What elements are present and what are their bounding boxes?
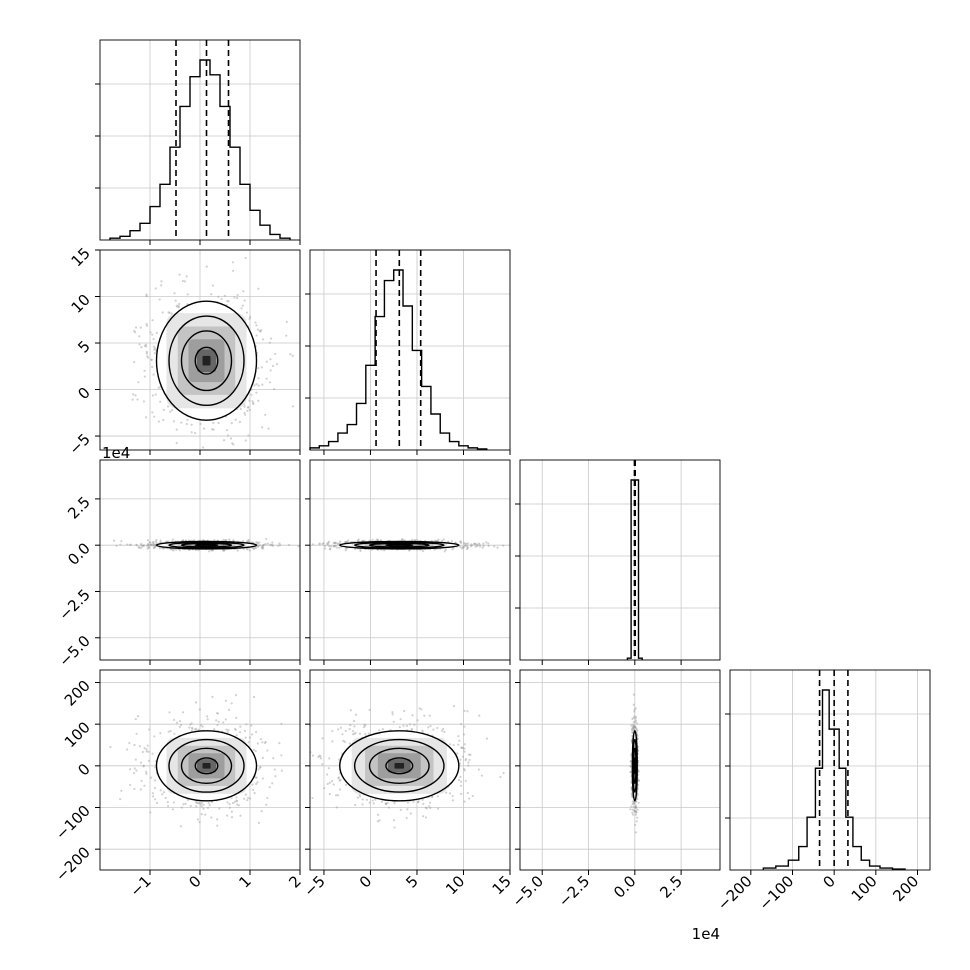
y-offset-label: 1e4 [102, 444, 130, 462]
panel-frame [309, 669, 511, 871]
x-tick-label: 2.5 [656, 872, 686, 902]
x-tick-label: 100 [848, 872, 881, 905]
contour-line [194, 543, 219, 547]
histogram-step [109, 59, 291, 240]
histogram-panel-3 [729, 669, 931, 871]
contour-line [385, 543, 414, 547]
panel-content [100, 670, 300, 870]
histogram-panel-0 [99, 39, 301, 241]
contour-line [633, 757, 637, 775]
y-tick-label: 0 [74, 760, 93, 779]
x-tick-label: 200 [889, 872, 922, 905]
scatter-panel-0-1 [99, 249, 301, 451]
panel-frame [519, 669, 721, 871]
x-tick-label: 0.0 [610, 872, 640, 902]
x-tick-label: 10 [442, 872, 468, 898]
contour-line [155, 540, 258, 550]
scatter-panel-1-2 [309, 459, 511, 661]
y-tick-label: 0.0 [64, 539, 94, 569]
x-tick-label: 0 [185, 872, 204, 891]
contour-line [180, 747, 233, 785]
y-tick-label: −100 [52, 802, 94, 844]
x-tick-label: 5 [402, 872, 421, 891]
panel-content [310, 670, 510, 870]
y-tick-label: 200 [61, 677, 94, 710]
scatter-panel-1-3 [309, 669, 511, 871]
contour-line [339, 730, 460, 802]
contour-line [168, 541, 245, 549]
histogram-step [762, 689, 906, 870]
y-tick-label: −200 [52, 843, 94, 885]
x-tick-label: 1 [235, 872, 254, 891]
density-block [202, 355, 211, 366]
contour-line [194, 346, 219, 375]
panel-content [310, 460, 510, 660]
contour-line [368, 747, 430, 785]
contour-line [385, 757, 414, 775]
y-tick-label: −5 [65, 430, 93, 458]
y-tick-label: 10 [68, 291, 94, 317]
contour-line [339, 540, 460, 550]
y-tick-label: −5.0 [55, 632, 93, 670]
contour-line [194, 757, 219, 775]
y-tick-label: 2.5 [64, 493, 94, 523]
y-tick-label: 0 [74, 384, 93, 403]
panel-content [100, 250, 300, 450]
x-offset-label: 1e4 [692, 925, 720, 943]
x-tick-label: −1 [126, 872, 154, 900]
contour-line [353, 541, 445, 549]
contour-line [168, 315, 245, 407]
panel-content [100, 460, 300, 660]
contour-line [180, 330, 233, 392]
contour-line [353, 738, 445, 793]
x-tick-label: −100 [755, 872, 797, 914]
contour-line [368, 542, 430, 548]
contour-line [155, 730, 258, 802]
y-tick-label: 15 [68, 244, 94, 270]
contour-line [155, 300, 258, 421]
x-tick-label: −5 [300, 872, 328, 900]
y-tick-label: −2.5 [55, 586, 93, 624]
density-block [202, 763, 211, 769]
panel-frame [729, 669, 931, 871]
panel-frame [309, 459, 511, 661]
panel-frame [519, 459, 721, 661]
x-tick-label: −2.5 [555, 872, 593, 910]
contour-line [168, 738, 245, 793]
scatter-panel-2-3 [519, 669, 721, 871]
x-tick-label: 0 [820, 872, 839, 891]
panel-content [520, 670, 720, 870]
y-tick-label: 5 [74, 337, 93, 356]
x-tick-label: −200 [714, 872, 756, 914]
y-tick-label: 100 [61, 718, 94, 751]
density-block [394, 763, 405, 769]
x-tick-label: 0 [356, 872, 375, 891]
histogram-panel-2 [519, 459, 721, 661]
scatter-panel-0-2 [99, 459, 301, 661]
x-tick-label: −5.0 [509, 872, 547, 910]
panel-frame [309, 249, 511, 451]
histogram-panel-1 [309, 249, 511, 451]
histogram-step [309, 269, 488, 450]
contour-line [180, 542, 233, 548]
scatter-panel-0-3 [99, 669, 301, 871]
